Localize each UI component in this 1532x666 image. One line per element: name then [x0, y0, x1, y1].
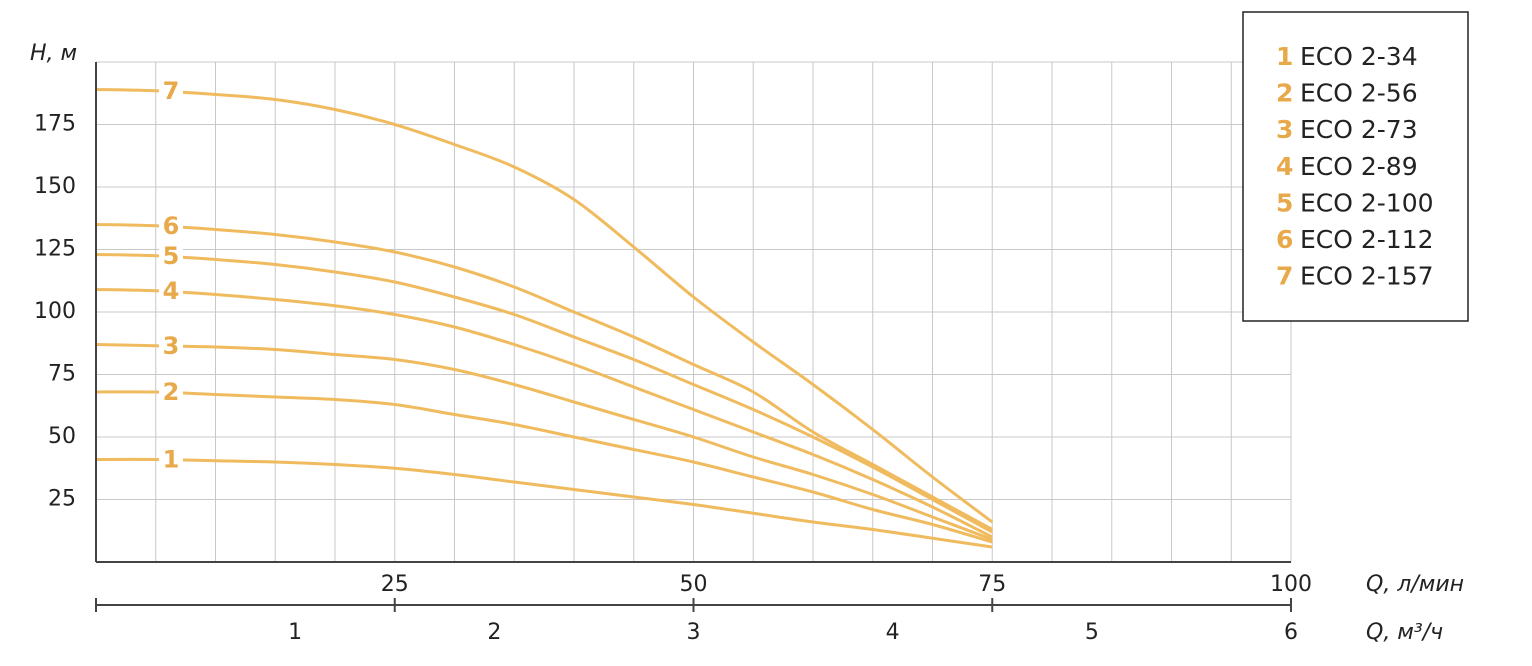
- x2-tick-label: 3: [687, 620, 701, 645]
- curve-label: 5: [163, 242, 180, 270]
- legend-number: 5: [1276, 188, 1293, 217]
- curve-label-bg: [159, 76, 183, 105]
- y-tick-label: 75: [48, 362, 76, 387]
- curve-label-bg: [159, 276, 183, 305]
- curve: [95, 88, 994, 524]
- legend-number: 4: [1276, 152, 1293, 181]
- x-tick-label: 75: [978, 572, 1006, 597]
- y-tick-label: 25: [48, 487, 76, 512]
- legend-number: 7: [1276, 262, 1293, 291]
- x2-tick-label: 5: [1085, 620, 1099, 645]
- legend-number: 3: [1276, 115, 1293, 144]
- legend-box: [1242, 11, 1469, 322]
- curve: [95, 288, 993, 539]
- curve-label-bg: [159, 378, 183, 406]
- curve-label-bg: [159, 331, 183, 360]
- x2-tick-label: 6: [1284, 620, 1298, 645]
- curve-label: 3: [163, 332, 180, 360]
- y-tick-label: 125: [34, 237, 76, 262]
- legend-label: ECO 2-34: [1300, 42, 1418, 71]
- y-tick-label: 50: [48, 424, 76, 449]
- legend-label: ECO 2-157: [1300, 262, 1434, 291]
- x2-tick-label: 1: [288, 620, 302, 645]
- curve-label: 1: [163, 446, 180, 474]
- y-tick-label: 175: [34, 112, 76, 137]
- curve: [95, 253, 993, 534]
- legend: 1 ECO 2-342 ECO 2-563 ECO 2-734 ECO 2-895 ECO…: [1242, 11, 1469, 322]
- x-tick-label: 100: [1270, 572, 1312, 597]
- curve-label: 7: [163, 77, 180, 105]
- curve-label-bg: [159, 211, 183, 240]
- y-axis-title: H, м: [30, 41, 77, 66]
- grid: [96, 61, 1292, 562]
- x2-axis-title: Q, м³/ч: [1366, 620, 1443, 645]
- legend-label: ECO 2-89: [1300, 152, 1418, 181]
- legend-label: ECO 2-73: [1300, 115, 1418, 144]
- legend-label: ECO 2-100: [1300, 188, 1434, 217]
- curve-label: 6: [163, 212, 180, 240]
- curve-label-bg: [159, 241, 183, 270]
- x2-tick-label: 2: [487, 620, 501, 645]
- curve-label: 4: [163, 277, 180, 305]
- x2-tick-label: 4: [886, 620, 900, 645]
- legend-number: 1: [1276, 42, 1293, 71]
- x-axis-title: Q, л/мин: [1366, 572, 1464, 597]
- curves: 1 2 3 4 56 7: [95, 76, 994, 549]
- y-tick-label: 100: [34, 299, 76, 324]
- legend-number: 6: [1276, 225, 1293, 254]
- legend-label: ECO 2-56: [1300, 79, 1418, 108]
- curve: [95, 343, 993, 541]
- curve: [95, 223, 993, 531]
- curve: [95, 390, 993, 544]
- curve-label: 2: [163, 378, 180, 406]
- curve: [95, 457, 993, 549]
- curve-label-bg: [159, 445, 183, 474]
- legend-number: 2: [1276, 79, 1293, 108]
- y-tick-label: 150: [34, 174, 76, 199]
- legend-label: ECO 2-112: [1300, 225, 1434, 254]
- x-tick-label: 50: [680, 572, 708, 597]
- x-tick-label: 25: [381, 572, 409, 597]
